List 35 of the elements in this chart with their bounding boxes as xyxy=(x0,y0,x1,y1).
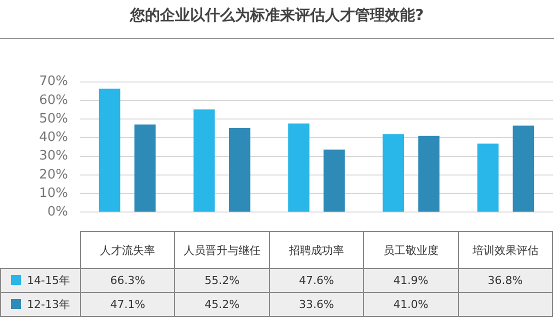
x-tick-label: 员工敬业度 xyxy=(364,232,458,268)
y-tick-label: 70% xyxy=(39,74,68,90)
x-tick-label: 人员晋升与继任 xyxy=(174,232,270,268)
chart-title: 您的企业以什么为标准来评估人才管理效能? xyxy=(128,6,425,25)
data-label: 41.0% xyxy=(364,292,458,316)
legend-label: 12-13年 xyxy=(0,292,80,316)
y-tick-label: 40% xyxy=(39,130,68,146)
data-label: 47.1% xyxy=(80,292,175,316)
x-tick-label: 招聘成功率 xyxy=(269,232,364,268)
bar xyxy=(134,124,156,212)
data-label: 45.2% xyxy=(174,292,270,316)
bar xyxy=(324,150,345,212)
y-tick-label: 30% xyxy=(39,148,68,164)
y-tick-label: 50% xyxy=(39,111,68,126)
y-tick-label: 20% xyxy=(39,167,68,182)
x-tick-label: 人才流失率 xyxy=(80,232,175,268)
data-label: 47.6% xyxy=(269,268,364,292)
x-tick-label: 培训效果评估 xyxy=(458,232,552,268)
data-label: 66.3% xyxy=(80,268,175,292)
bar xyxy=(194,109,215,212)
data-label: 33.6% xyxy=(269,292,364,316)
bar xyxy=(477,144,499,212)
bar xyxy=(98,88,120,212)
bar xyxy=(228,128,250,212)
bar xyxy=(288,124,310,212)
data-label: 41.9% xyxy=(364,268,458,292)
bar xyxy=(512,126,534,212)
y-tick-label: 0% xyxy=(47,204,68,220)
y-tick-label: 10% xyxy=(39,186,68,201)
y-tick-label: 60% xyxy=(39,92,68,108)
data-label: 36.8% xyxy=(458,268,552,292)
bar xyxy=(382,134,404,212)
legend-label: 14-15年 xyxy=(0,268,80,292)
data-label: 55.2% xyxy=(174,268,270,292)
bar xyxy=(418,136,440,212)
